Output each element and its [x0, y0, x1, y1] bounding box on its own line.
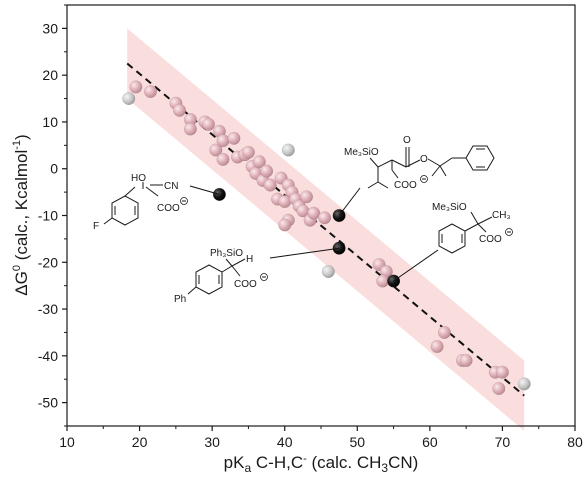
x-tick-label: 80 — [567, 434, 583, 450]
data-point-pink — [278, 218, 292, 232]
x-axis-title: pKa C-H,C- (calc. CH3CN) — [224, 453, 419, 475]
y-tick-label: 20 — [42, 67, 58, 83]
annotation-connector — [269, 247, 340, 259]
data-point-pink — [143, 84, 157, 98]
fit-line — [126, 62, 525, 397]
data-point-pink — [307, 206, 321, 220]
data-point-gray — [517, 377, 531, 391]
y-tick-label: -20 — [38, 254, 58, 270]
data-point-gray — [321, 265, 335, 279]
mol2-me3sio-label: Me₃SiO — [344, 147, 379, 158]
mol3-me3sio-label: Me₃SiO — [432, 202, 467, 213]
x-tick-label: 10 — [59, 434, 75, 450]
mol4-ph3sio-label: Ph₃SiO — [210, 248, 243, 259]
mol3-coo-label: COO — [479, 234, 502, 245]
x-tick-label: 70 — [495, 434, 511, 450]
data-point-pink — [260, 164, 274, 178]
y-tick-label: 10 — [42, 114, 58, 130]
x-tick-label: 50 — [349, 434, 365, 450]
mol1-f-label: F — [93, 221, 99, 232]
x-tick-label: 30 — [204, 434, 220, 450]
mol1-coo-label: COO — [157, 203, 180, 214]
data-point-pink — [252, 155, 266, 169]
mol4-h-label: H — [246, 254, 253, 265]
annotation-connector — [393, 249, 439, 282]
data-point-pink — [172, 103, 186, 117]
svg-text:ΔG0 (calc., Kcalmol-1): ΔG0 (calc., Kcalmol-1) — [11, 134, 31, 295]
mol2-ester-o-label: O — [420, 154, 428, 165]
data-point-pink — [437, 325, 451, 339]
x-tick-label: 40 — [277, 434, 293, 450]
mol1-cn-label: CN — [164, 181, 178, 192]
mol4-coo-label: COO — [234, 279, 257, 290]
mol2-o-label: O — [403, 135, 411, 146]
data-point-pink — [241, 145, 255, 159]
data-point-pink — [216, 152, 230, 166]
data-point-pink — [278, 194, 292, 208]
data-point-pink — [227, 131, 241, 145]
data-point-pink — [209, 143, 223, 157]
molecule-structure-2: Me₃SiO COO O O — [344, 135, 495, 191]
mol1-ho-label: HO — [131, 173, 146, 184]
data-point-pink — [459, 354, 473, 368]
data-point-pink — [495, 365, 509, 379]
data-point-pink — [201, 117, 215, 131]
y-tick-label: -40 — [38, 348, 58, 364]
annotation-connector — [338, 187, 361, 216]
y-tick-label: -30 — [38, 301, 58, 317]
annotation-connectors — [189, 185, 439, 282]
fit-line-path — [126, 62, 525, 397]
x-tick-label: 60 — [422, 434, 438, 450]
y-tick-label: -10 — [38, 208, 58, 224]
data-point-pink — [216, 134, 230, 148]
y-tick-label: 30 — [42, 20, 58, 36]
molecule-structure-1: HO CN COO F — [93, 173, 188, 232]
data-point-pink — [129, 80, 143, 94]
axis-ticks: 10 20 30 40 50 60 70 80 30 20 10 0 -10 -20 -30 -40 -50 — [38, 4, 583, 450]
data-point-pink — [318, 211, 332, 225]
data-point-pink — [263, 178, 277, 192]
y-tick-label: -50 — [38, 395, 58, 411]
y-axis-title: ΔG0 (calc., Kcalmol-1) — [11, 134, 31, 295]
data-point-pink — [300, 190, 314, 204]
data-point-pink — [183, 122, 197, 136]
mol3-ch3-label: CH₃ — [492, 210, 511, 221]
annotation-connector — [189, 185, 220, 195]
molecule-structure-3: Me₃SiO CH₃ COO — [432, 202, 513, 254]
data-point-pink — [492, 382, 506, 396]
y-tick-label: 0 — [50, 161, 58, 177]
data-points — [122, 80, 531, 396]
x-tick-label: 20 — [132, 434, 148, 450]
data-point-pink — [430, 340, 444, 354]
data-point-gray — [122, 92, 136, 106]
mol4-ph-label: Ph — [174, 294, 186, 305]
molecule-structure-4: Ph₃SiO H COO Ph — [174, 248, 268, 305]
mol2-coo-label: COO — [394, 180, 417, 191]
data-point-gray — [281, 143, 295, 157]
data-point-black — [332, 241, 346, 255]
